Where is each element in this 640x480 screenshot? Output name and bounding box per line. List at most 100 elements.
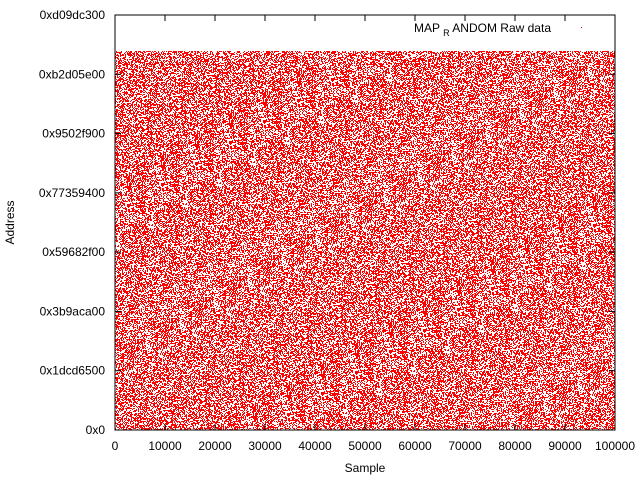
data-point-row [115, 413, 614, 414]
legend-label-main: MAP [414, 21, 440, 35]
data-point-row [116, 401, 615, 402]
legend-label: MAP R ANDOM Raw data [414, 21, 551, 39]
data-point-row [115, 394, 614, 395]
data-point-row [119, 274, 614, 275]
data-point-row [116, 389, 613, 390]
data-point-row [117, 94, 615, 95]
data-point-row [116, 210, 614, 211]
data-point-row [115, 286, 612, 287]
x-tick-label: 100000 [595, 439, 635, 453]
data-point-row [115, 361, 612, 362]
data-point-row [115, 279, 612, 280]
data-point-row [115, 318, 615, 319]
data-point-row [116, 79, 614, 80]
data-point-row [115, 422, 614, 423]
data-point-row [115, 297, 613, 298]
data-point-row [116, 408, 615, 409]
data-point-row [115, 341, 615, 342]
data-point-row [115, 141, 615, 142]
data-point-row [118, 337, 614, 338]
data-point-row [117, 357, 613, 358]
data-point-row [115, 216, 614, 217]
legend-label-rest: ANDOM Raw data [452, 21, 551, 35]
data-point-row [119, 242, 615, 243]
data-point-row [115, 356, 613, 357]
data-point-row [115, 146, 615, 147]
data-point-row [115, 348, 614, 349]
data-point-row [115, 377, 615, 378]
data-point-row [115, 411, 615, 412]
data-point-row [115, 271, 615, 272]
data-point-row [116, 110, 611, 111]
data-point-row [117, 260, 615, 261]
data-point-row [116, 52, 615, 53]
data-point-row [117, 372, 613, 373]
data-point-row [116, 419, 615, 420]
data-point-row [117, 181, 614, 182]
data-point-row [116, 250, 614, 251]
data-point-row [119, 117, 615, 118]
data-point-row [116, 61, 614, 62]
data-point-row [115, 306, 615, 307]
data-point-row [117, 338, 614, 339]
data-point-row [115, 71, 612, 72]
data-point-row [115, 336, 615, 337]
data-point-row [116, 234, 615, 235]
data-point-row [115, 114, 615, 115]
data-point-row [115, 209, 615, 210]
data-point-row [117, 427, 615, 428]
data-point-row [115, 340, 613, 341]
data-point-row [117, 143, 615, 144]
data-point-row [115, 326, 615, 327]
data-point-row [115, 186, 615, 187]
data-point-row [117, 86, 613, 87]
data-point-row [115, 423, 614, 424]
data-point-row [118, 347, 615, 348]
y-tick-label: 0x59682f00 [42, 245, 105, 259]
data-point-row [116, 212, 612, 213]
data-point-row [115, 208, 615, 209]
data-point-row [116, 190, 615, 191]
data-point-row [116, 291, 614, 292]
data-point-row [115, 230, 615, 231]
data-point-row [117, 201, 615, 202]
data-point-row [115, 166, 615, 167]
y-tick-label: 0xb2d05e00 [39, 67, 105, 81]
data-point-row [117, 398, 612, 399]
data-point-row [115, 246, 614, 247]
data-point-row [117, 292, 612, 293]
data-point-row [118, 376, 615, 377]
data-point-row [122, 248, 615, 249]
data-point-row [116, 359, 612, 360]
data-point-row [118, 59, 614, 60]
data-point-row [117, 310, 612, 311]
data-point-row [115, 83, 615, 84]
data-point-row [115, 103, 614, 104]
data-point-row [116, 67, 615, 68]
data-point-row [115, 333, 614, 334]
data-point-row [120, 131, 614, 132]
data-point-row [115, 294, 614, 295]
data-point-row [115, 172, 615, 173]
data-point-row [116, 158, 615, 159]
data-point-row [116, 309, 614, 310]
data-point-row [116, 325, 614, 326]
data-point-row [116, 312, 615, 313]
data-point-row [115, 228, 615, 229]
data-point-row [116, 182, 615, 183]
data-point-row [115, 382, 615, 383]
data-point-row [116, 200, 615, 201]
data-point-row [115, 400, 614, 401]
data-point-row [116, 329, 614, 330]
data-point-row [115, 78, 614, 79]
y-tick-label: 0x1dcd6500 [40, 364, 106, 378]
data-point-row [117, 360, 615, 361]
data-point-row [117, 420, 615, 421]
data-point-row [116, 328, 614, 329]
data-point-row [115, 324, 615, 325]
data-point-row [116, 171, 612, 172]
data-point-row [117, 145, 614, 146]
data-point-row [115, 308, 613, 309]
data-point-row [116, 63, 613, 64]
data-point-row [117, 151, 615, 152]
